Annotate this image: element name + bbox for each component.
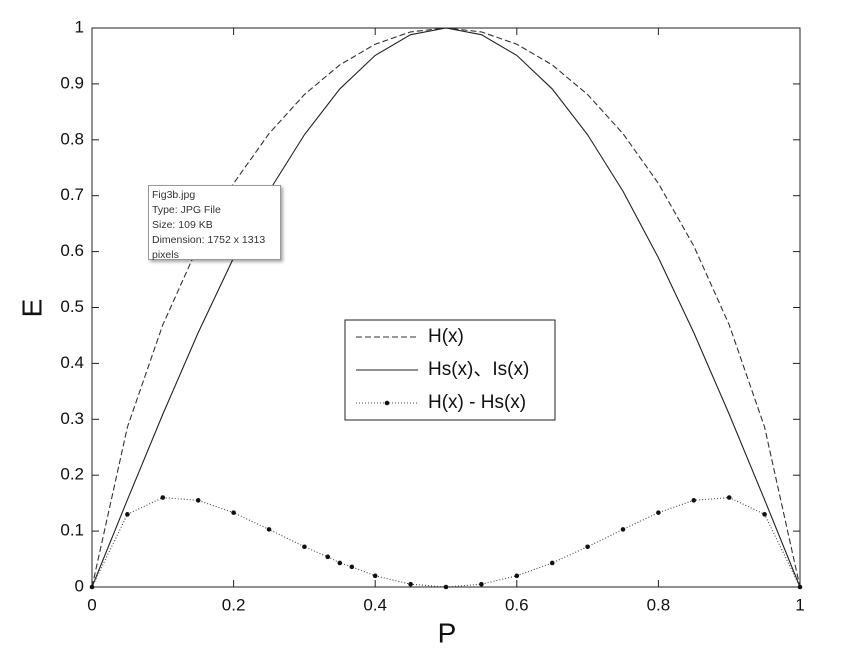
x-tick-label: 0.2 xyxy=(222,595,246,614)
data-point xyxy=(160,495,166,500)
tooltip-line: pixels xyxy=(152,249,179,261)
y-tick-label: 0.8 xyxy=(60,129,84,148)
tooltip-line: Dimension: 1752 x 1313 xyxy=(152,234,266,246)
legend-marker xyxy=(384,400,390,406)
data-point xyxy=(656,510,661,515)
y-tick-label: 0.9 xyxy=(60,73,84,92)
data-point xyxy=(691,498,697,503)
data-point xyxy=(479,581,484,587)
data-point xyxy=(231,510,236,515)
y-tick-label: 1 xyxy=(75,17,84,36)
tooltip-line: Fig3b.jpg xyxy=(152,189,196,201)
series-line xyxy=(91,497,801,588)
data-point xyxy=(408,581,413,587)
y-tick-label: 0.1 xyxy=(60,521,84,540)
data-point xyxy=(620,527,626,532)
x-tick-label: 0.4 xyxy=(363,595,387,614)
data-point xyxy=(514,573,520,579)
x-tick-label: 0 xyxy=(87,595,96,614)
data-point xyxy=(726,495,732,500)
series-line xyxy=(91,27,801,588)
y-tick-label: 0.4 xyxy=(60,353,84,372)
data-point xyxy=(325,554,331,560)
legend-label: H(x) xyxy=(428,326,464,347)
series-line xyxy=(91,27,801,588)
data-point xyxy=(302,544,307,550)
data-point xyxy=(762,512,767,517)
data-point xyxy=(337,560,343,566)
plot-frame xyxy=(91,27,801,588)
tooltip-line: Size: 109 KB xyxy=(152,219,213,231)
data-point xyxy=(89,584,95,590)
data-point xyxy=(349,564,355,570)
y-tick-label: 0 xyxy=(75,576,84,595)
x-tick-label: 0.6 xyxy=(505,595,529,614)
tooltip-line: Type: JPG File xyxy=(152,204,221,216)
data-point xyxy=(372,573,378,579)
data-point xyxy=(125,512,130,517)
data-point xyxy=(195,498,201,503)
y-tick-label: 0.3 xyxy=(60,409,84,428)
y-tick-label: 0.5 xyxy=(60,297,84,316)
legend-label: H(x) - Hs(x) xyxy=(428,392,526,413)
y-tick-label: 0.7 xyxy=(60,185,84,204)
y-axis-label: E xyxy=(16,299,47,318)
data-point xyxy=(797,584,803,590)
data-point xyxy=(266,527,272,532)
legend-label: Hs(x)、Is(x) xyxy=(428,359,529,380)
data-point xyxy=(585,544,590,550)
y-tick-label: 0.6 xyxy=(60,241,84,260)
x-axis-label: P xyxy=(438,617,457,648)
x-tick-label: 1 xyxy=(795,595,804,614)
x-tick-label: 0.8 xyxy=(647,595,671,614)
data-point xyxy=(549,560,555,566)
y-tick-label: 0.2 xyxy=(60,465,84,484)
data-point xyxy=(443,584,449,590)
file-tooltip: Fig3b.jpg Type: JPG File Size: 109 KB Dimen… xyxy=(148,185,281,261)
